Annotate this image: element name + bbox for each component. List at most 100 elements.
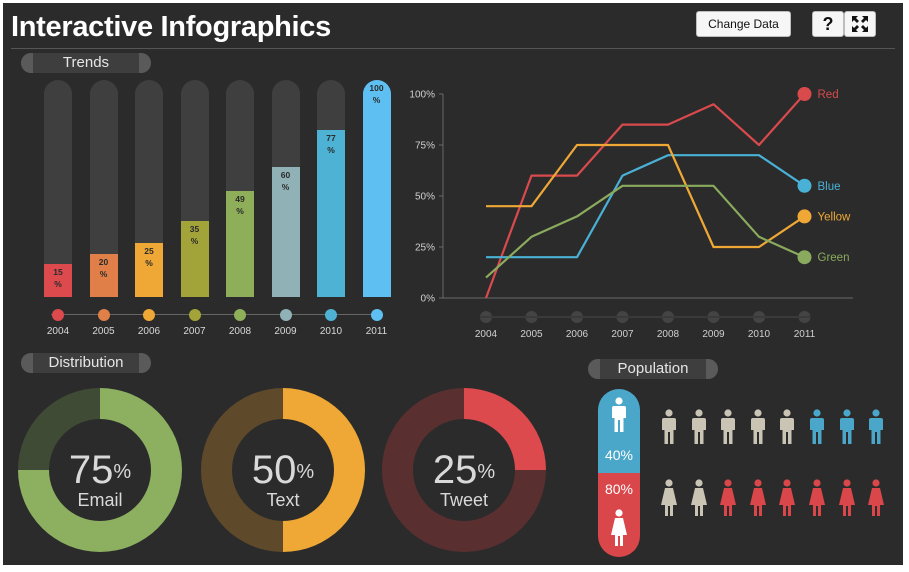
donut-label: 75% Email bbox=[50, 450, 150, 510]
population-title: Population bbox=[617, 360, 689, 377]
bar-value-label: 15% bbox=[53, 267, 63, 290]
bar-value-label: 77% bbox=[326, 132, 336, 155]
donut-email bbox=[18, 388, 182, 552]
title-divider bbox=[11, 48, 895, 49]
bar-track: 49% bbox=[226, 80, 254, 297]
bar-year-label: 2007 bbox=[183, 326, 206, 337]
female-person-icon bbox=[838, 479, 856, 522]
change-data-button[interactable]: Change Data bbox=[696, 11, 791, 37]
donut-percentage: 75% bbox=[68, 448, 132, 492]
y-tick-label: 25% bbox=[415, 243, 435, 254]
bar-year-label: 2011 bbox=[365, 326, 388, 337]
female-person-icon bbox=[867, 479, 885, 522]
male-icon bbox=[612, 397, 626, 432]
bar-value-label: 35% bbox=[189, 224, 200, 247]
bar-year-dot[interactable] bbox=[143, 309, 155, 321]
female-person-icon bbox=[808, 479, 826, 522]
donut-percentage: 25% bbox=[432, 448, 496, 492]
bar-track: 25% bbox=[135, 80, 163, 297]
bar-2007[interactable]: 35% bbox=[180, 221, 209, 297]
x-tick-label: 2005 bbox=[520, 329, 543, 340]
bar-year-dot[interactable] bbox=[325, 309, 337, 321]
help-button[interactable]: ? bbox=[812, 11, 844, 37]
donut-slice-text[interactable] bbox=[283, 388, 365, 552]
y-tick-label: 100% bbox=[409, 90, 435, 101]
x-tick-label: 2004 bbox=[475, 329, 498, 340]
bar-track: 100% bbox=[362, 80, 391, 297]
male-person-icon bbox=[660, 409, 678, 452]
female-person-icon bbox=[719, 479, 737, 522]
trends-line-chart: 100% 75% 50% 25% 0% 2004 2005 2006 2007 2008 2009 2… bbox=[409, 87, 853, 340]
series-line-yellow bbox=[486, 143, 806, 249]
male-person-icon bbox=[867, 409, 885, 452]
female-person-icon bbox=[749, 479, 767, 522]
bar-year-dot[interactable] bbox=[52, 309, 64, 321]
bar-2004[interactable]: 15% bbox=[44, 264, 72, 297]
bar-2008[interactable]: 49% bbox=[226, 190, 254, 297]
trends-section-header: Trends bbox=[21, 53, 151, 73]
legend-label-green: Green bbox=[818, 252, 850, 264]
male-percentage: 40% bbox=[604, 447, 634, 463]
donut-name: Tweet bbox=[439, 490, 489, 510]
series-line-red bbox=[484, 93, 806, 299]
fullscreen-button[interactable] bbox=[844, 11, 876, 37]
series-line-blue bbox=[486, 154, 806, 259]
bar-2009[interactable]: 60% bbox=[271, 166, 300, 297]
donut-tweet bbox=[382, 388, 546, 552]
bar-value-label: 49% bbox=[235, 193, 245, 216]
trends-title: Trends bbox=[62, 54, 110, 71]
female-person-icon bbox=[660, 479, 678, 522]
female-person-icon bbox=[778, 479, 796, 522]
legend-label-yellow: Yellow bbox=[818, 211, 852, 223]
page-title: Interactive Infographics bbox=[11, 11, 331, 43]
bar-2006[interactable]: 25% bbox=[135, 242, 163, 297]
donut-slice-tweet[interactable] bbox=[464, 388, 546, 470]
bar-year-label: 2005 bbox=[92, 326, 115, 337]
bar-year-label: 2010 bbox=[319, 326, 343, 337]
male-person-icon bbox=[749, 409, 767, 452]
male-person-icon bbox=[719, 409, 737, 452]
donut-slice-email[interactable] bbox=[18, 388, 182, 552]
x-tick-label: 2009 bbox=[702, 329, 725, 340]
series-end-dot-green bbox=[797, 250, 812, 265]
donut-text bbox=[200, 388, 365, 552]
donut-label: 50% Text bbox=[233, 450, 333, 510]
fullscreen-icon bbox=[852, 16, 868, 32]
male-person-icon bbox=[838, 409, 856, 452]
male-person-icon bbox=[690, 409, 708, 452]
bar-year-dot[interactable] bbox=[370, 309, 383, 321]
bar-2010[interactable]: 77% bbox=[317, 129, 345, 297]
bar-track: 60% bbox=[271, 80, 300, 297]
x-tick-label: 2008 bbox=[657, 329, 680, 340]
series-end-dot-yellow bbox=[797, 209, 812, 224]
pill-cap bbox=[139, 53, 151, 73]
bar-value-label: 25% bbox=[144, 245, 154, 268]
bar-2011[interactable]: 100% bbox=[362, 80, 391, 297]
distribution-title: Distribution bbox=[48, 354, 124, 371]
y-tick-label: 50% bbox=[415, 192, 435, 203]
donut-label: 25% Tweet bbox=[414, 450, 514, 510]
donut-remainder bbox=[18, 388, 100, 470]
female-icon bbox=[611, 509, 627, 546]
x-tick-label: 2011 bbox=[794, 329, 816, 340]
bar-track: 35% bbox=[180, 80, 209, 297]
donut-percentage: 50% bbox=[251, 448, 315, 492]
infographic-panel: Interactive Infographics Change Data ? T… bbox=[3, 3, 903, 565]
x-tick-label: 2006 bbox=[566, 329, 589, 340]
pill-cap bbox=[21, 53, 33, 73]
bar-year-rail bbox=[51, 314, 383, 315]
bar-year-label: 2008 bbox=[228, 326, 252, 337]
x-tick-label: 2010 bbox=[748, 329, 771, 340]
legend-label-red: Red bbox=[818, 89, 839, 101]
bar-year-dot[interactable] bbox=[234, 309, 246, 321]
bar-year-dot[interactable] bbox=[279, 309, 292, 321]
legend-label-blue: Blue bbox=[818, 181, 841, 193]
bar-year-dot[interactable] bbox=[188, 309, 201, 321]
bar-2005[interactable]: 20% bbox=[89, 253, 118, 297]
pill-cap bbox=[21, 353, 33, 373]
female-share: 80% bbox=[598, 473, 640, 557]
donut-name: Email bbox=[77, 490, 123, 510]
donut-remainder bbox=[200, 388, 283, 552]
male-share: 40% bbox=[598, 389, 640, 473]
bar-year-dot[interactable] bbox=[97, 309, 110, 321]
